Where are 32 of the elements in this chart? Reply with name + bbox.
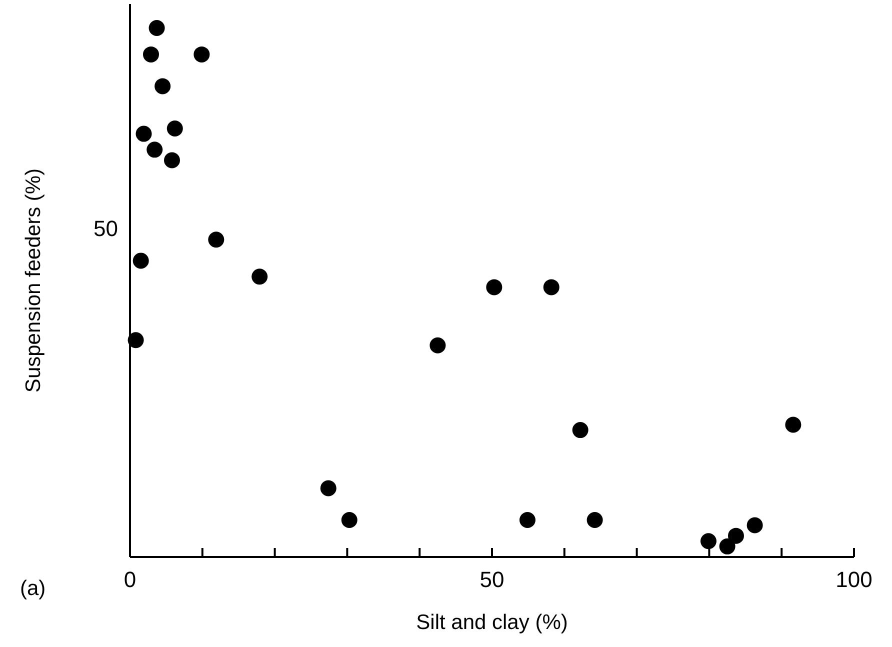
- point: [700, 533, 716, 550]
- point: [148, 20, 165, 36]
- text: 50: [94, 216, 118, 242]
- point: [154, 78, 171, 94]
- point: [128, 332, 144, 348]
- point: [146, 142, 163, 158]
- point: [746, 517, 763, 534]
- point: [586, 512, 603, 528]
- point: [785, 416, 802, 433]
- x-axis-title: Silt and clay (%): [416, 611, 568, 634]
- x-tick-label: 100: [836, 567, 872, 592]
- point: [430, 337, 446, 354]
- point: [166, 120, 183, 137]
- point: [164, 152, 180, 168]
- point: [320, 480, 336, 496]
- point: [543, 279, 560, 296]
- x-tick-label: 0: [124, 567, 136, 592]
- point: [132, 252, 149, 269]
- point: [486, 279, 502, 296]
- point: [519, 512, 536, 528]
- point: [194, 46, 210, 62]
- point: [572, 422, 588, 438]
- point: [142, 46, 159, 62]
- point: [728, 528, 744, 544]
- point: [136, 126, 152, 142]
- y-axis-title: Suspension feeders (%): [22, 168, 45, 393]
- point: [208, 232, 224, 248]
- x-tick-label: 50: [480, 567, 504, 592]
- point: [719, 538, 736, 554]
- text: (a): [20, 577, 46, 600]
- point: [341, 512, 358, 528]
- point: [252, 268, 268, 285]
